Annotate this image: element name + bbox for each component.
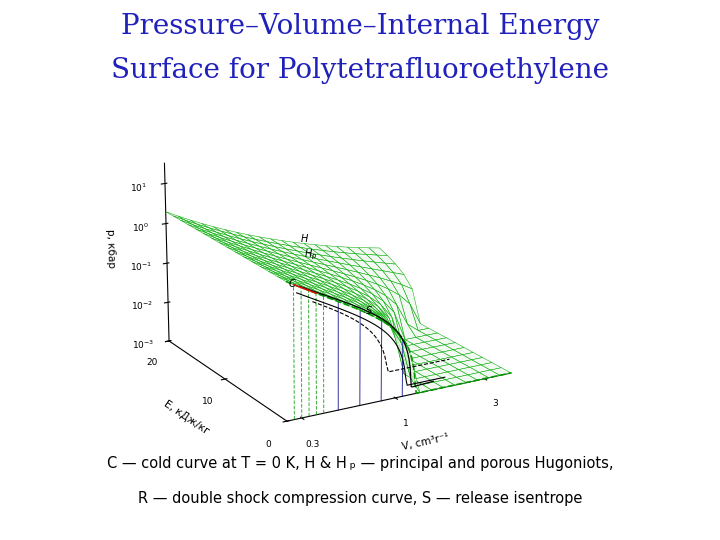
Y-axis label: E, кДж/кг: E, кДж/кг (162, 399, 211, 436)
Text: Pressure–Volume–Internal Energy: Pressure–Volume–Internal Energy (121, 14, 599, 40)
Text: C — cold curve at T = 0 K, H & H ₚ — principal and porous Hugoniots,: C — cold curve at T = 0 K, H & H ₚ — pri… (107, 456, 613, 471)
X-axis label: V, cm³r⁻¹: V, cm³r⁻¹ (401, 432, 450, 452)
Text: Surface for Polytetrafluoroethylene: Surface for Polytetrafluoroethylene (111, 57, 609, 84)
Text: R — double shock compression curve, S — release isentrope: R — double shock compression curve, S — … (138, 491, 582, 507)
